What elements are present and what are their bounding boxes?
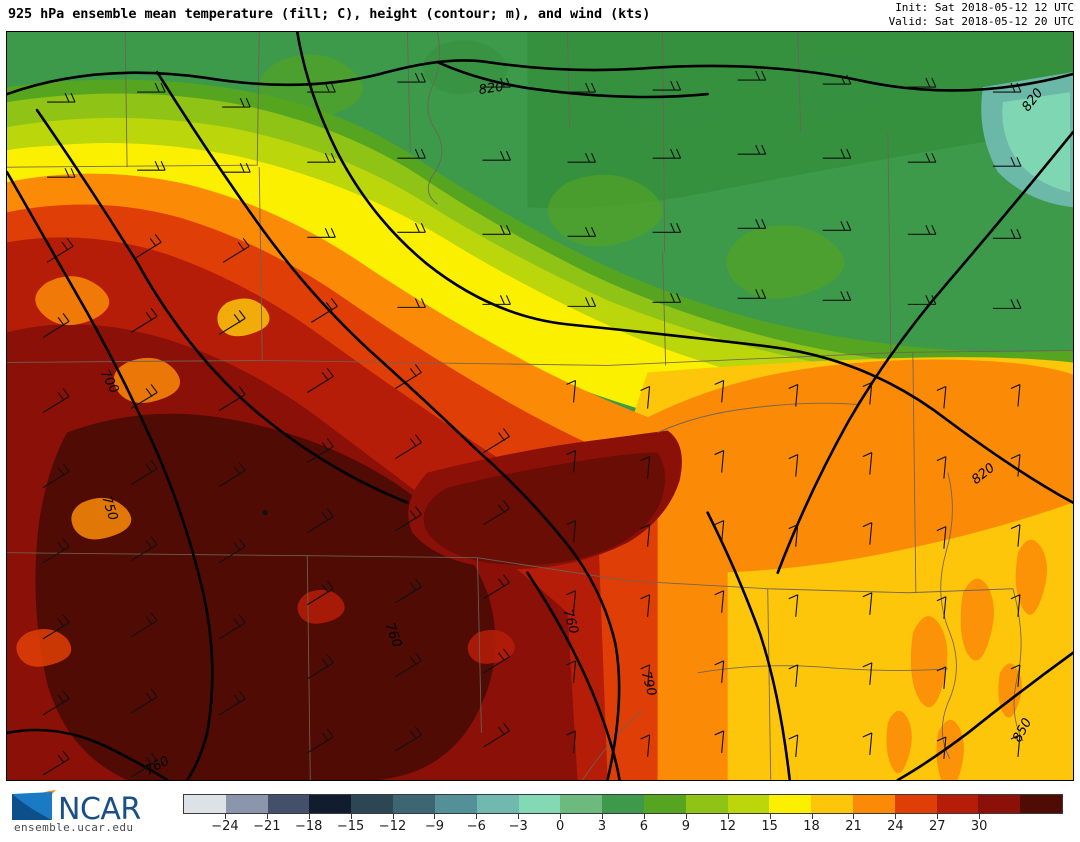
colorbar-swatch-14 bbox=[769, 795, 812, 813]
colorbar-swatch-13 bbox=[727, 795, 770, 813]
colorbar-tick-9 bbox=[685, 814, 687, 819]
colorbar-swatch-16 bbox=[853, 795, 895, 813]
colorbar-tick-0 bbox=[560, 814, 562, 819]
colorbar-tick-15 bbox=[769, 814, 771, 819]
colorbar-tick--18 bbox=[308, 814, 310, 819]
colorbar-tick-label-24: 24 bbox=[887, 819, 904, 834]
header-bar: 925 hPa ensemble mean temperature (fill;… bbox=[0, 0, 1080, 31]
colorbar-tick-label-15: 15 bbox=[761, 819, 778, 834]
colorbar-tick--6 bbox=[476, 814, 478, 819]
colorbar-tick--12 bbox=[392, 814, 394, 819]
colorbar-tick-label--18: −18 bbox=[294, 819, 323, 834]
colorbar-swatch-15 bbox=[811, 795, 853, 813]
colorbar-swatch-6 bbox=[434, 795, 477, 813]
colorbar-tick-label-3: 3 bbox=[597, 819, 607, 834]
colorbar-swatch-3 bbox=[309, 795, 352, 813]
contour-label-760: 760 bbox=[560, 608, 581, 636]
ncar-logo[interactable]: NCAR bbox=[8, 786, 173, 838]
init-valid-block: Init: Sat 2018-05-12 12 UTC Valid: Sat 2… bbox=[889, 1, 1074, 29]
colorbar-swatch-0 bbox=[184, 795, 226, 813]
valid-time-text: Valid: Sat 2018-05-12 20 UTC bbox=[888, 15, 1074, 28]
ncar-wordmark: NCAR bbox=[58, 792, 141, 827]
colorbar-tick-label-9: 9 bbox=[681, 819, 690, 834]
colorbar-tick-label--9: −9 bbox=[424, 819, 445, 834]
colorbar-swatch-7 bbox=[476, 795, 519, 813]
colorbar-swatch-1 bbox=[225, 795, 268, 813]
colorbar-swatch-18 bbox=[936, 795, 979, 813]
colorbar-tick-label-27: 27 bbox=[929, 819, 946, 834]
colorbar-swatch-9 bbox=[560, 795, 603, 813]
colorbar-tick-3 bbox=[602, 814, 604, 819]
colorbar-swatch-11 bbox=[643, 795, 686, 813]
colorbar-swatch-2 bbox=[267, 795, 310, 813]
colorbar-tick-30 bbox=[979, 814, 981, 819]
colorbar-tick-21 bbox=[853, 814, 855, 819]
colorbar-swatch-12 bbox=[685, 795, 728, 813]
colorbar-ticks: −24 −21 −18 −15 −12 −9 −6 −3 0 3 6 9 12 15 18 21 24 27 30 bbox=[183, 814, 1063, 838]
init-time-text: Init: Sat 2018-05-12 12 UTC bbox=[895, 1, 1074, 14]
contour-label-820: 820 bbox=[478, 80, 505, 98]
colorbar-swatches bbox=[183, 794, 1063, 814]
colorbar-tick-label-18: 18 bbox=[803, 819, 820, 834]
colorbar-tick--24 bbox=[224, 814, 226, 819]
colorbar-swatch-10 bbox=[602, 795, 644, 813]
station-marker bbox=[262, 510, 268, 516]
colorbar-tick-27 bbox=[937, 814, 939, 819]
colorbar-tick--15 bbox=[350, 814, 352, 819]
colorbar-tick-label--6: −6 bbox=[466, 819, 486, 834]
colorbar-tick-label-6: 6 bbox=[639, 819, 649, 834]
colorbar-swatch-20 bbox=[1020, 795, 1063, 813]
colorbar-tick-label-30: 30 bbox=[970, 819, 988, 834]
colorbar-tick-18 bbox=[811, 814, 813, 819]
colorbar-swatch-4 bbox=[351, 795, 394, 813]
colorbar-tick--21 bbox=[266, 814, 268, 819]
footer-bar: NCAR ensemble.ucar.edu −24 −21 −18 −15 −12 −9… bbox=[0, 783, 1080, 842]
colorbar-swatch-17 bbox=[894, 795, 937, 813]
colorbar-tick-label-12: 12 bbox=[719, 819, 737, 834]
contour-label-750: 750 bbox=[98, 494, 120, 522]
colorbar-tick-label--12: −12 bbox=[378, 819, 407, 834]
map-panel[interactable]: 820 820 700 750 760 760 790 760 820 850 bbox=[6, 31, 1074, 781]
colorbar: −24 −21 −18 −15 −12 −9 −6 −3 0 3 6 9 12 15 18 21 24 27 30 bbox=[183, 794, 1063, 838]
colorbar-tick--9 bbox=[434, 814, 436, 819]
colorbar-swatch-5 bbox=[393, 795, 435, 813]
colorbar-tick-label--21: −21 bbox=[253, 819, 281, 834]
colorbar-tick--3 bbox=[518, 814, 520, 819]
colorbar-tick-12 bbox=[727, 814, 729, 819]
colorbar-tick-label--3: −3 bbox=[508, 819, 528, 834]
colorbar-tick-label--24: −24 bbox=[211, 819, 239, 834]
colorbar-tick-label--15: −15 bbox=[336, 819, 365, 834]
colorbar-tick-label-21: 21 bbox=[845, 819, 862, 834]
colorbar-swatch-8 bbox=[518, 795, 561, 813]
colorbar-tick-label-0: 0 bbox=[556, 819, 565, 834]
map-plot-area[interactable]: 820 820 700 750 760 760 790 760 820 850 bbox=[7, 32, 1073, 780]
page-title: 925 hPa ensemble mean temperature (fill;… bbox=[8, 6, 651, 22]
colorbar-swatch-19 bbox=[978, 795, 1021, 813]
ncar-url[interactable]: ensemble.ucar.edu bbox=[14, 821, 134, 834]
colorbar-tick-24 bbox=[895, 814, 897, 819]
colorbar-tick-6 bbox=[643, 814, 645, 819]
